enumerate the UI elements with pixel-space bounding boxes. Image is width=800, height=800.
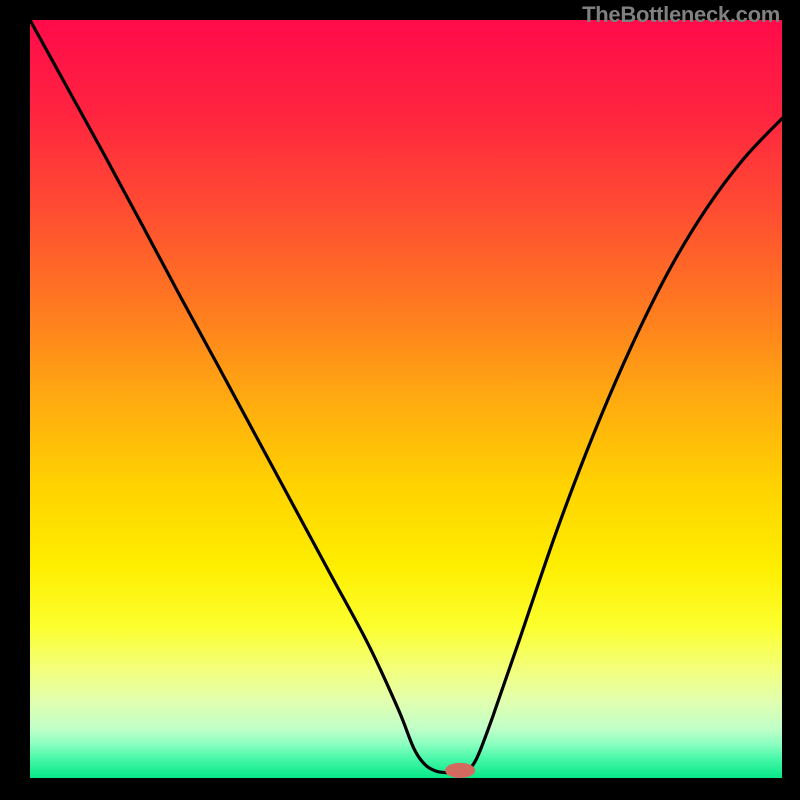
watermark-text: TheBottleneck.com — [582, 2, 780, 28]
gradient-background — [30, 20, 782, 778]
plot-area — [30, 20, 782, 778]
plot-svg — [30, 20, 782, 778]
optimum-marker — [445, 763, 475, 778]
chart-frame: TheBottleneck.com — [0, 0, 800, 800]
